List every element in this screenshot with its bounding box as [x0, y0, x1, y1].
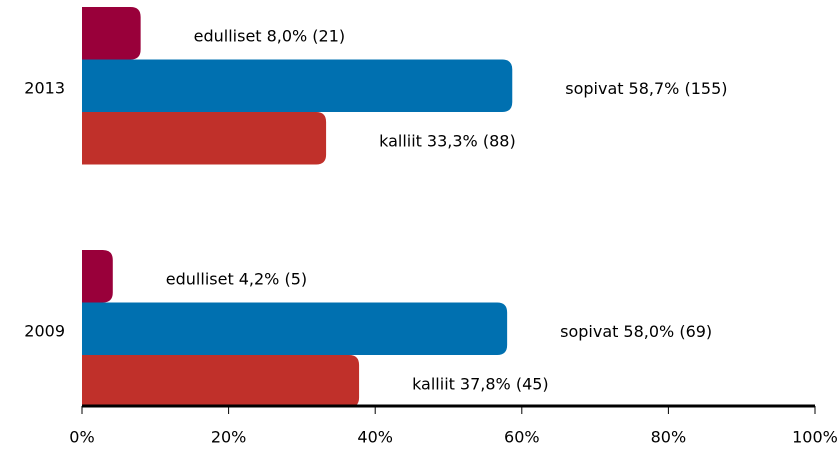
data-label: edulliset 4,2% (5) [166, 269, 307, 288]
bar [82, 7, 141, 60]
value-label: 37,8% (45) [460, 374, 549, 393]
x-tick-label: 100% [792, 428, 837, 447]
data-label: kalliit 37,8% (45) [412, 374, 549, 393]
bar [82, 302, 508, 355]
series-name: edulliset [166, 269, 234, 288]
series-name: sopivat [565, 78, 623, 97]
x-tick-label: 60% [504, 428, 540, 447]
value-label: 33,3% (88) [427, 131, 516, 150]
value-label: 4,2% (5) [239, 269, 307, 288]
series-name: kalliit [412, 374, 455, 393]
x-tick-label: 40% [357, 428, 393, 447]
bar [82, 250, 113, 303]
x-tick-label: 0% [69, 428, 94, 447]
category-label: 2013 [24, 78, 65, 97]
data-label: edulliset 8,0% (21) [194, 26, 346, 45]
data-label: kalliit 33,3% (88) [379, 131, 516, 150]
series-name: sopivat [560, 321, 618, 340]
category-label: 2009 [24, 321, 65, 340]
value-label: 58,7% (155) [629, 78, 728, 97]
value-label: 58,0% (69) [623, 321, 712, 340]
x-tick-label: 20% [211, 428, 247, 447]
bar [82, 59, 513, 112]
bar [82, 355, 360, 408]
data-label: sopivat 58,0% (69) [560, 321, 712, 340]
series-name: kalliit [379, 131, 422, 150]
value-label: 8,0% (21) [267, 26, 346, 45]
x-tick-label: 80% [651, 428, 687, 447]
bar [82, 112, 327, 165]
series-name: edulliset [194, 26, 262, 45]
data-label: sopivat 58,7% (155) [565, 78, 727, 97]
